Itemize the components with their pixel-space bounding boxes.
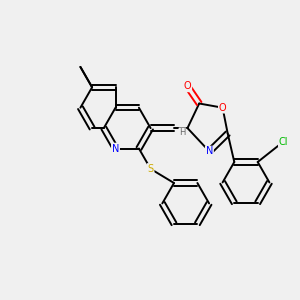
Text: N: N xyxy=(112,143,119,154)
Text: N: N xyxy=(206,146,213,157)
Text: S: S xyxy=(148,164,154,174)
Text: H: H xyxy=(179,128,186,137)
Text: Cl: Cl xyxy=(279,136,288,147)
Text: O: O xyxy=(184,81,191,92)
Text: O: O xyxy=(219,103,226,113)
